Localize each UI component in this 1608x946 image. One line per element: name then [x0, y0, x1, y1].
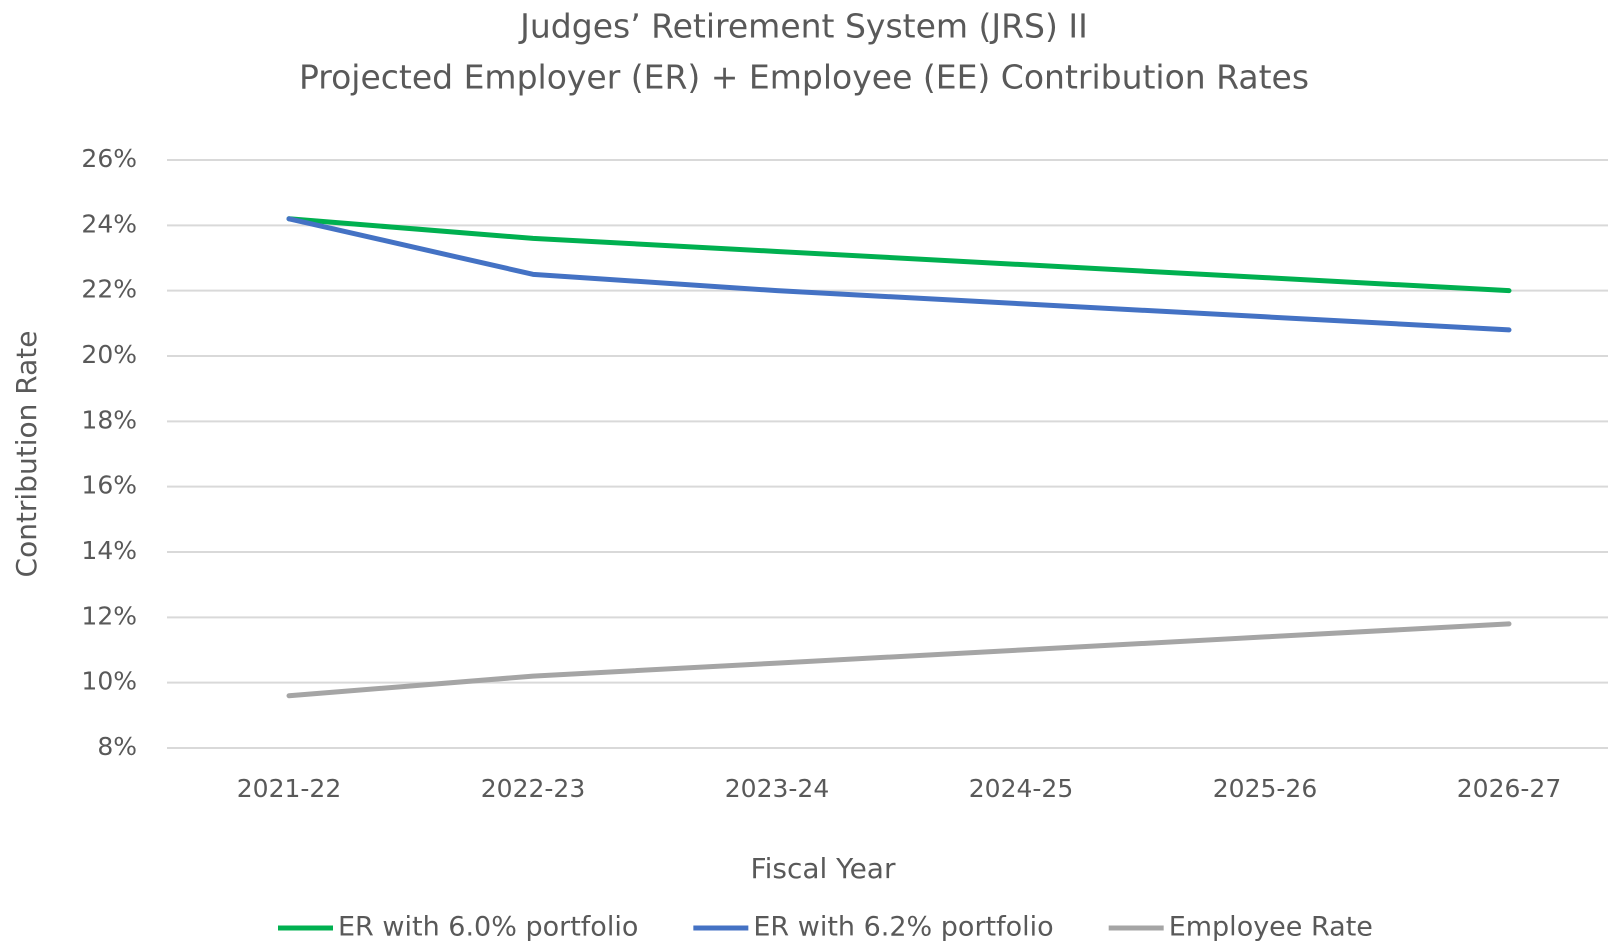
y-tick-label: 12% — [81, 601, 137, 630]
y-tick-label: 14% — [81, 536, 137, 565]
x-tick-label: 2024-25 — [969, 774, 1073, 803]
legend-label: ER with 6.0% portfolio — [338, 912, 638, 943]
legend-label: ER with 6.2% portfolio — [753, 912, 1053, 943]
y-tick-label: 22% — [81, 275, 137, 304]
y-axis-title: Contribution Rate — [10, 331, 43, 578]
x-tick-label: 2026-27 — [1457, 774, 1561, 803]
x-tick-label: 2022-23 — [481, 774, 585, 803]
y-tick-label: 20% — [81, 340, 137, 369]
series-line — [286, 216, 1512, 333]
series-line — [286, 216, 1512, 294]
series-line — [286, 621, 1512, 699]
y-tick-label: 24% — [81, 209, 137, 238]
chart-title: Judges’ Retirement System (JRS) II — [518, 7, 1088, 46]
chart-subtitle: Projected Employer (ER) + Employee (EE) … — [299, 58, 1309, 97]
x-tick-label: 2021-22 — [237, 774, 341, 803]
y-tick-label: 10% — [81, 667, 137, 696]
y-tick-label: 18% — [81, 405, 137, 434]
x-tick-label: 2025-26 — [1213, 774, 1317, 803]
y-tick-label: 26% — [81, 144, 137, 173]
y-tick-label: 8% — [97, 732, 137, 761]
y-tick-label: 16% — [81, 471, 137, 500]
x-tick-label: 2023-24 — [725, 774, 829, 803]
legend-label: Employee Rate — [1169, 912, 1373, 943]
x-axis-title: Fiscal Year — [751, 852, 896, 885]
